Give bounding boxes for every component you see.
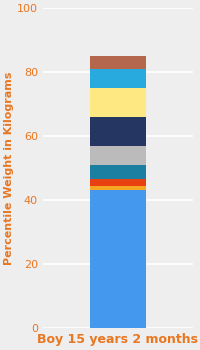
Bar <box>90 165 146 179</box>
Bar <box>90 56 146 69</box>
Bar <box>90 146 146 165</box>
Bar <box>90 69 146 88</box>
Bar <box>90 190 146 328</box>
Bar <box>90 186 146 190</box>
Bar <box>90 117 146 146</box>
Y-axis label: Percentile Weight in Kilograms: Percentile Weight in Kilograms <box>4 71 14 265</box>
Bar <box>90 88 146 117</box>
Bar <box>90 179 146 186</box>
